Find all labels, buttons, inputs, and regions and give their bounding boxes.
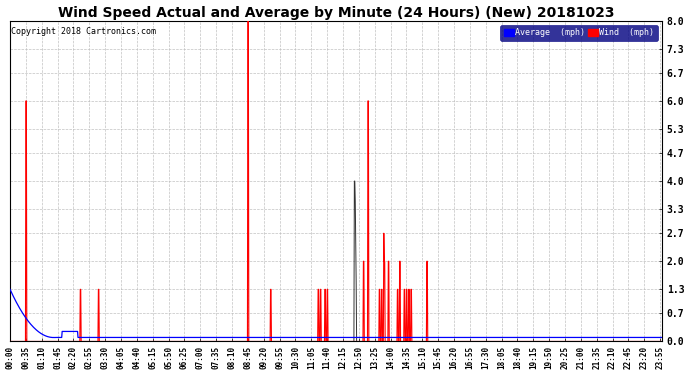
Text: Copyright 2018 Cartronics.com: Copyright 2018 Cartronics.com <box>11 27 157 36</box>
Legend: Average  (mph), Wind  (mph): Average (mph), Wind (mph) <box>500 25 658 40</box>
Title: Wind Speed Actual and Average by Minute (24 Hours) (New) 20181023: Wind Speed Actual and Average by Minute … <box>58 6 614 20</box>
